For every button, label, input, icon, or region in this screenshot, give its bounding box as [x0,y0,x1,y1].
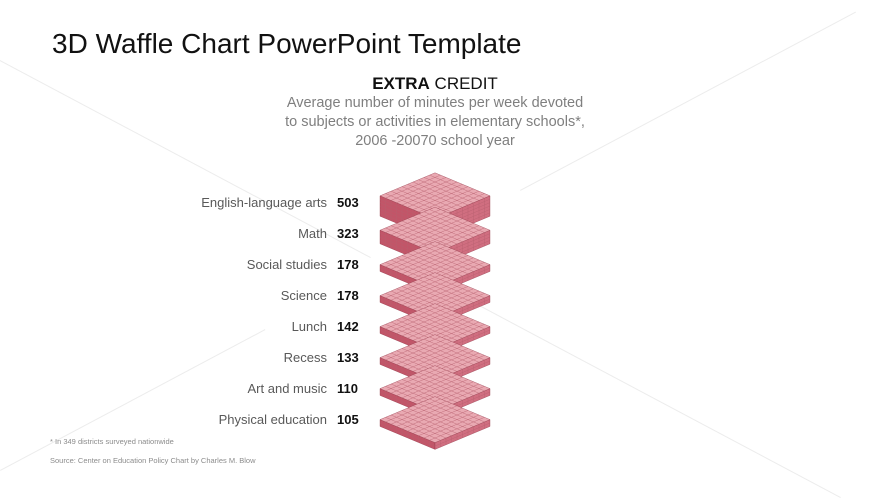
category-label: Math [298,226,327,241]
chart-header: EXTRA CREDIT Average number of minutes p… [240,74,630,151]
category-label: Lunch [291,319,327,334]
category-label: Science [280,288,327,303]
value-label: 323 [337,226,359,241]
chart-subtitle-line: to subjects or activities in elementary … [285,114,585,130]
value-label: 105 [337,412,359,427]
value-label: 142 [337,319,359,334]
value-label: 133 [337,350,359,365]
value-label: 178 [337,257,359,272]
category-label: English-language arts [201,195,327,210]
chart-subtitle-line: Average number of minutes per week devot… [286,95,584,111]
category-label: Art and music [247,381,327,396]
value-label: 178 [337,288,359,303]
value-label: 503 [337,195,359,210]
chart-title-rest: CREDIT [429,74,498,93]
footnote: * In 349 districts surveyed nationwide [50,437,174,446]
category-label: Physical education [218,412,327,427]
chart-title: EXTRA CREDIT [240,74,630,94]
chart-title-bold: EXTRA [372,74,430,93]
source-note: Source: Center on Education Policy Chart… [50,456,256,465]
category-label: Recess [283,350,327,365]
chart-subtitle-line: 2006 -20070 school year [355,133,515,149]
category-label: Social studies [246,257,327,272]
waffle-slab-grid [379,398,491,448]
slide-title: 3D Waffle Chart PowerPoint Template [52,28,522,59]
value-label: 110 [337,381,358,396]
